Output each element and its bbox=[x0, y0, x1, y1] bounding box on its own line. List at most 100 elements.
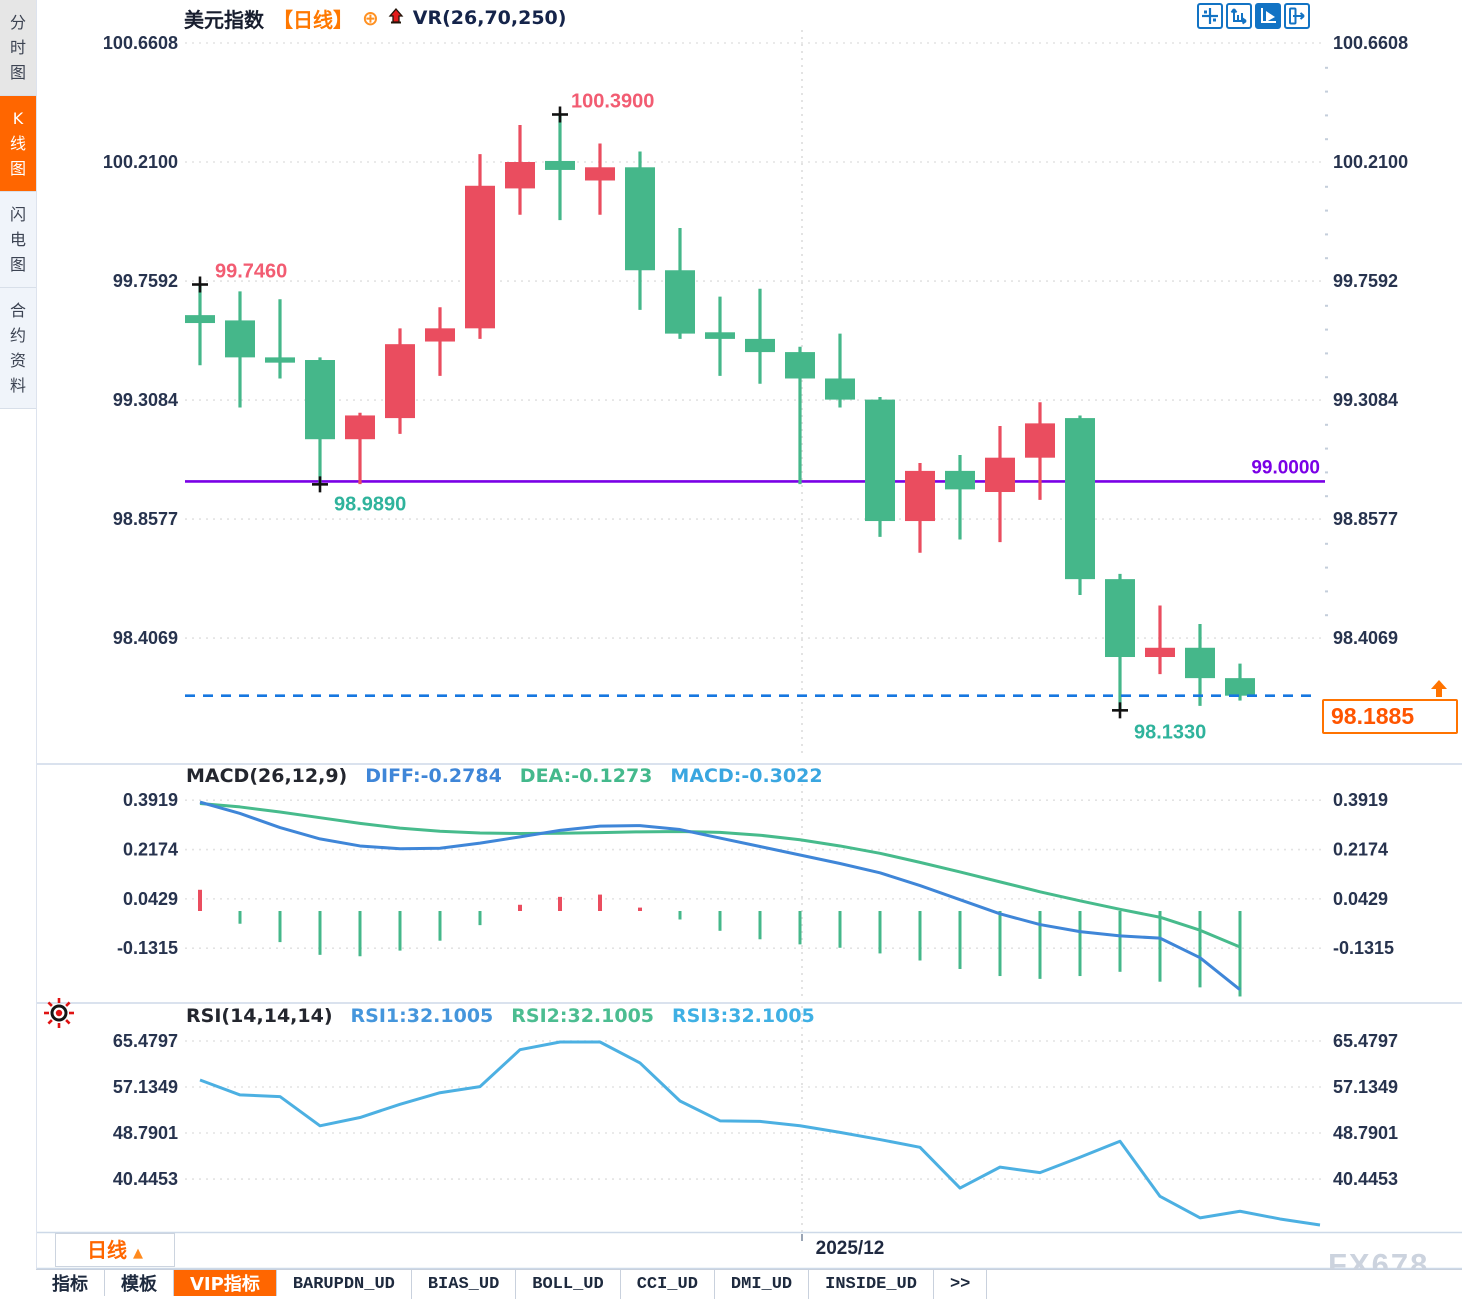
price-axis-label: 98.4069 bbox=[1333, 628, 1398, 648]
tab-bias-ud[interactable]: BIAS_UD bbox=[412, 1270, 517, 1299]
candle bbox=[865, 399, 895, 522]
price-axis-label: 100.6608 bbox=[103, 33, 178, 53]
tab-vip-indicators[interactable]: VIP指标 bbox=[174, 1270, 277, 1296]
candle bbox=[1105, 579, 1135, 658]
tab-cci-ud[interactable]: CCI_UD bbox=[621, 1270, 715, 1299]
candle bbox=[1065, 418, 1095, 580]
candle bbox=[185, 315, 215, 324]
tab-indicators[interactable]: 指标 bbox=[36, 1270, 105, 1296]
macd-params: MACD(26,12,9) bbox=[186, 765, 348, 787]
candle bbox=[505, 162, 535, 189]
candle bbox=[705, 332, 735, 339]
macd-axis-label: 0.3919 bbox=[123, 790, 178, 810]
axis-zoom-tool-icon[interactable] bbox=[1226, 3, 1252, 29]
sidebar-item-contract-info[interactable]: 合约资料 bbox=[0, 288, 36, 409]
indicator-tabbar: 指标 模板 VIP指标 BARUPDN_UD BIAS_UD BOLL_UD CCI_UD D… bbox=[36, 1269, 1462, 1300]
candle bbox=[665, 270, 695, 334]
candle bbox=[425, 328, 455, 342]
candle bbox=[1185, 647, 1215, 679]
macd-axis-label: 0.2174 bbox=[1333, 840, 1388, 860]
sidebar-item-time-chart[interactable]: 分时图 bbox=[0, 0, 36, 96]
period-tag: 【日线】 bbox=[273, 7, 353, 32]
rsi-axis-label: 65.4797 bbox=[113, 1031, 178, 1051]
candle bbox=[985, 457, 1015, 493]
candle bbox=[785, 352, 815, 379]
candle bbox=[305, 360, 335, 440]
tab-boll-ud[interactable]: BOLL_UD bbox=[516, 1270, 621, 1299]
macd-series bbox=[198, 800, 1242, 997]
sun-indicator-icon bbox=[42, 996, 76, 1034]
rsi-axis-label: 40.4453 bbox=[1333, 1169, 1398, 1189]
symbol-title: 美元指数 bbox=[184, 7, 264, 32]
candle bbox=[465, 185, 495, 329]
shift-right-tool-icon[interactable] bbox=[1284, 3, 1310, 29]
rsi1-value: RSI1:32.1005 bbox=[350, 1005, 494, 1027]
sidebar-item-flash-chart[interactable]: 闪电图 bbox=[0, 192, 36, 288]
support-line-label: 99.0000 bbox=[1251, 457, 1320, 478]
price-axis-label: 98.4069 bbox=[113, 628, 178, 648]
current-price-box: 98.1885 bbox=[1322, 699, 1458, 734]
price-axis-label: 98.8577 bbox=[113, 509, 178, 529]
tab-inside-ud[interactable]: INSIDE_UD bbox=[809, 1270, 934, 1299]
candle bbox=[265, 357, 295, 363]
high-price-annotation: 99.7460 bbox=[215, 261, 287, 283]
candlestick-series bbox=[185, 114, 1255, 711]
rsi2-value: RSI2:32.1005 bbox=[511, 1005, 655, 1027]
macd-axis-label: 0.0429 bbox=[123, 889, 178, 909]
tab-templates[interactable]: 模板 bbox=[105, 1270, 174, 1296]
overlay-indicator-label: VR(26,70,250) bbox=[412, 7, 567, 29]
chart-header: 美元指数 【日线】 ⊕ VR(26,70,250) bbox=[184, 4, 566, 32]
candle bbox=[385, 344, 415, 419]
tab-dmi-ud[interactable]: DMI_UD bbox=[715, 1270, 810, 1299]
low-price-annotation: 98.1330 bbox=[1134, 721, 1206, 743]
candle bbox=[745, 338, 775, 353]
price-axis-label: 100.6608 bbox=[1333, 33, 1408, 53]
rsi-axis-label: 65.4797 bbox=[1333, 1031, 1398, 1051]
candle bbox=[905, 470, 935, 522]
macd-dea-value: DEA:-0.1273 bbox=[519, 765, 653, 787]
sidebar: 分时图 K线图 闪电图 合约资料 bbox=[0, 0, 37, 1300]
macd-axis-label: -0.1315 bbox=[117, 938, 178, 958]
rsi-line bbox=[199, 1040, 1321, 1227]
rsi3-value: RSI3:32.1005 bbox=[672, 1005, 815, 1027]
date-axis-label: 2025/12 bbox=[815, 1238, 885, 1259]
crosshair-tool-icon[interactable] bbox=[1197, 3, 1223, 29]
price-axis-label: 99.3084 bbox=[113, 390, 178, 410]
candle bbox=[945, 470, 975, 490]
candle bbox=[1145, 647, 1175, 658]
price-axis-label: 100.2100 bbox=[1333, 152, 1408, 172]
pointer-tool-icon[interactable] bbox=[1255, 3, 1281, 29]
macd-pane-header: MACD(26,12,9) DIFF:-0.2784 DEA:-0.1273 M… bbox=[186, 765, 823, 787]
tab-more[interactable]: >> bbox=[934, 1270, 988, 1299]
candle bbox=[1225, 678, 1255, 696]
candle bbox=[585, 167, 615, 181]
rsi-axis-label: 57.1349 bbox=[113, 1077, 178, 1097]
candle bbox=[225, 320, 255, 358]
candle bbox=[625, 167, 655, 271]
price-axis-label: 99.3084 bbox=[1333, 390, 1398, 410]
candle bbox=[1025, 423, 1055, 458]
price-up-arrow-icon bbox=[1429, 678, 1449, 698]
candle bbox=[825, 378, 855, 400]
price-axis-label: 99.7592 bbox=[113, 271, 178, 291]
macd-axis-label: 0.2174 bbox=[123, 840, 178, 860]
low-price-annotation: 98.9890 bbox=[334, 493, 406, 515]
rsi-axis-label: 40.4453 bbox=[113, 1169, 178, 1189]
sidebar-item-kline-chart[interactable]: K线图 bbox=[0, 96, 36, 192]
chart-toolbar bbox=[1197, 3, 1310, 29]
circle-plus-icon[interactable]: ⊕ bbox=[362, 6, 379, 30]
macd-diff-line bbox=[199, 800, 1241, 991]
macd-diff-value: DIFF:-0.2784 bbox=[365, 765, 502, 787]
macd-axis-label: -0.1315 bbox=[1333, 938, 1394, 958]
rsi-axis-label: 57.1349 bbox=[1333, 1077, 1398, 1097]
candle bbox=[545, 160, 575, 170]
tab-barupdn-ud[interactable]: BARUPDN_UD bbox=[277, 1270, 412, 1299]
period-selector-button[interactable]: 日线 ▲ bbox=[55, 1233, 175, 1267]
price-axis-label: 98.8577 bbox=[1333, 509, 1398, 529]
macd-dea-line bbox=[199, 802, 1241, 949]
high-price-annotation: 100.3900 bbox=[571, 90, 654, 112]
rsi-pane-header: RSI(14,14,14) RSI1:32.1005 RSI2:32.1005 … bbox=[186, 1005, 815, 1027]
period-selector-label: 日线 bbox=[87, 1238, 127, 1262]
